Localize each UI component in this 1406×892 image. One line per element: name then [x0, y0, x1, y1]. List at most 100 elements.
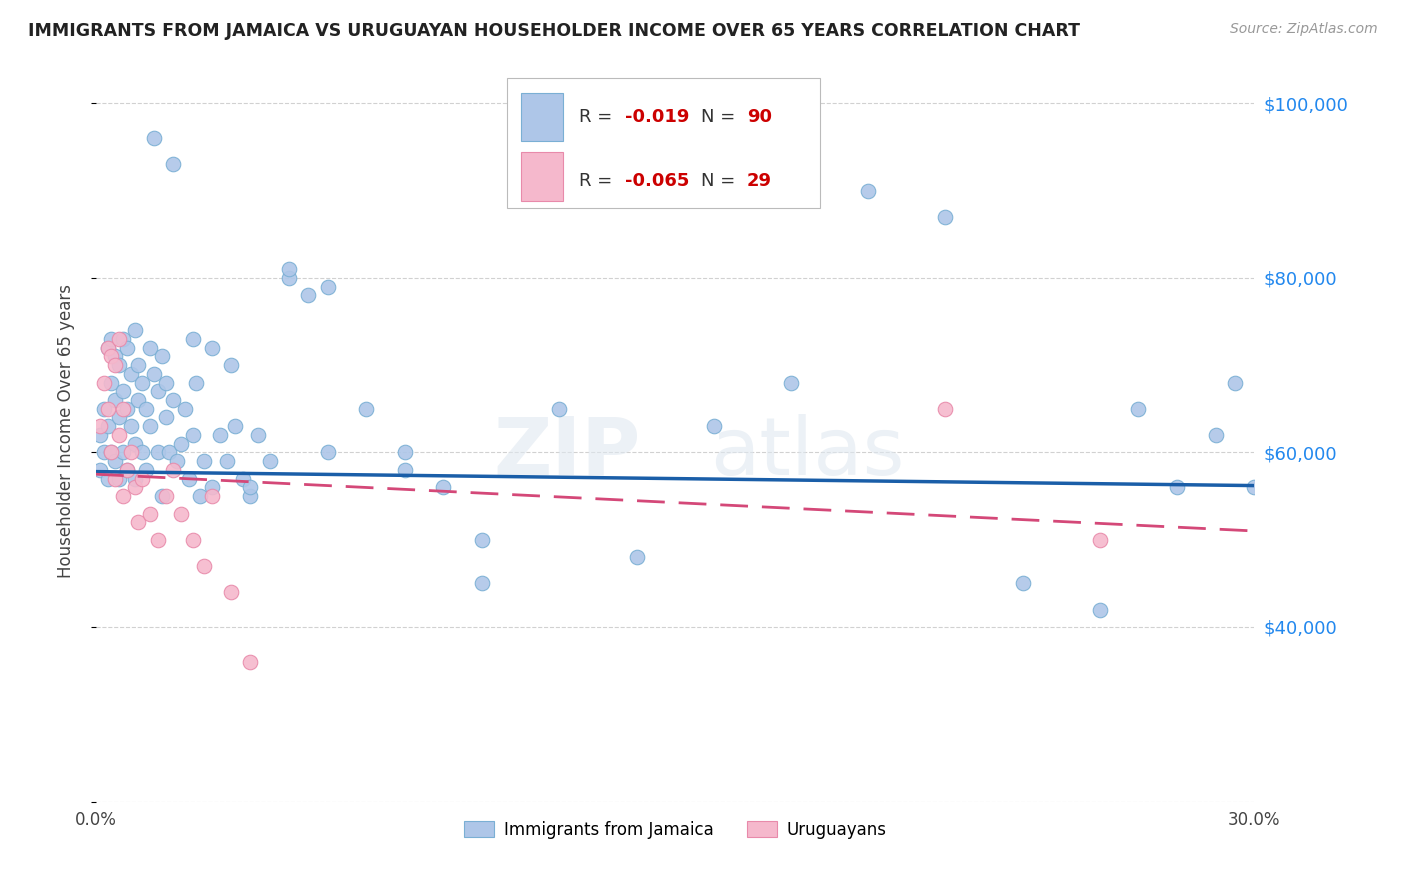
Point	[97, 419, 120, 434]
Point	[135, 463, 157, 477]
Point	[1243, 480, 1265, 494]
Text: ZIP: ZIP	[494, 414, 640, 491]
Point	[1166, 480, 1188, 494]
Point	[471, 533, 494, 547]
Point	[97, 341, 120, 355]
Point	[131, 376, 153, 390]
Point	[316, 445, 339, 459]
Point	[104, 350, 127, 364]
Point	[104, 358, 127, 372]
Point	[93, 376, 115, 390]
Point	[201, 480, 224, 494]
Point	[104, 454, 127, 468]
Point	[186, 376, 208, 390]
Point	[181, 428, 204, 442]
Point	[112, 401, 135, 416]
Point	[170, 436, 193, 450]
Point	[142, 131, 165, 145]
Point	[1223, 376, 1246, 390]
Point	[626, 550, 648, 565]
Point	[208, 428, 231, 442]
Point	[1088, 602, 1111, 616]
Point	[120, 367, 142, 381]
Point	[166, 454, 188, 468]
Point	[193, 558, 215, 573]
Point	[112, 489, 135, 503]
Point	[112, 332, 135, 346]
Point	[100, 332, 122, 346]
Point	[394, 445, 416, 459]
Text: 29: 29	[747, 171, 772, 189]
Point	[108, 428, 131, 442]
Point	[181, 533, 204, 547]
Point	[139, 341, 162, 355]
Point	[124, 472, 146, 486]
Point	[548, 401, 571, 416]
Point	[146, 445, 169, 459]
Point	[112, 445, 135, 459]
Point	[115, 463, 138, 477]
Point	[1128, 401, 1150, 416]
Point	[100, 350, 122, 364]
Point	[201, 489, 224, 503]
Point	[124, 480, 146, 494]
Point	[155, 410, 177, 425]
Point	[162, 157, 184, 171]
Point	[173, 401, 195, 416]
Point	[239, 480, 262, 494]
Point	[219, 585, 242, 599]
Point	[162, 392, 184, 407]
Point	[93, 445, 115, 459]
Point	[155, 489, 177, 503]
Point	[239, 655, 262, 669]
Point	[150, 350, 173, 364]
Point	[142, 367, 165, 381]
Y-axis label: Householder Income Over 65 years: Householder Income Over 65 years	[58, 284, 75, 578]
Point	[1088, 533, 1111, 547]
Point	[108, 332, 131, 346]
Text: -0.065: -0.065	[626, 171, 690, 189]
Point	[120, 445, 142, 459]
Point	[703, 419, 725, 434]
Point	[93, 401, 115, 416]
Point	[316, 279, 339, 293]
Text: 90: 90	[747, 108, 772, 126]
FancyBboxPatch shape	[522, 153, 562, 201]
Point	[104, 472, 127, 486]
Point	[354, 401, 377, 416]
Point	[155, 376, 177, 390]
Point	[89, 428, 111, 442]
Text: R =: R =	[579, 171, 619, 189]
Point	[219, 358, 242, 372]
Point	[432, 480, 454, 494]
Point	[201, 341, 224, 355]
Text: Source: ZipAtlas.com: Source: ZipAtlas.com	[1230, 22, 1378, 37]
Point	[259, 454, 281, 468]
Point	[108, 410, 131, 425]
Point	[150, 489, 173, 503]
Point	[181, 332, 204, 346]
Point	[100, 445, 122, 459]
Point	[162, 463, 184, 477]
Point	[471, 576, 494, 591]
Point	[127, 515, 149, 529]
Point	[115, 401, 138, 416]
Point	[100, 445, 122, 459]
Point	[97, 341, 120, 355]
Point	[127, 358, 149, 372]
Point	[146, 533, 169, 547]
Point	[139, 419, 162, 434]
Point	[278, 270, 301, 285]
Point	[135, 401, 157, 416]
Text: atlas: atlas	[710, 414, 904, 491]
Point	[297, 288, 319, 302]
FancyBboxPatch shape	[522, 93, 562, 141]
Text: -0.019: -0.019	[626, 108, 690, 126]
Point	[188, 489, 211, 503]
Point	[193, 454, 215, 468]
Point	[108, 358, 131, 372]
Point	[170, 507, 193, 521]
Text: IMMIGRANTS FROM JAMAICA VS URUGUAYAN HOUSEHOLDER INCOME OVER 65 YEARS CORRELATIO: IMMIGRANTS FROM JAMAICA VS URUGUAYAN HOU…	[28, 22, 1080, 40]
Point	[100, 376, 122, 390]
Point	[127, 392, 149, 407]
